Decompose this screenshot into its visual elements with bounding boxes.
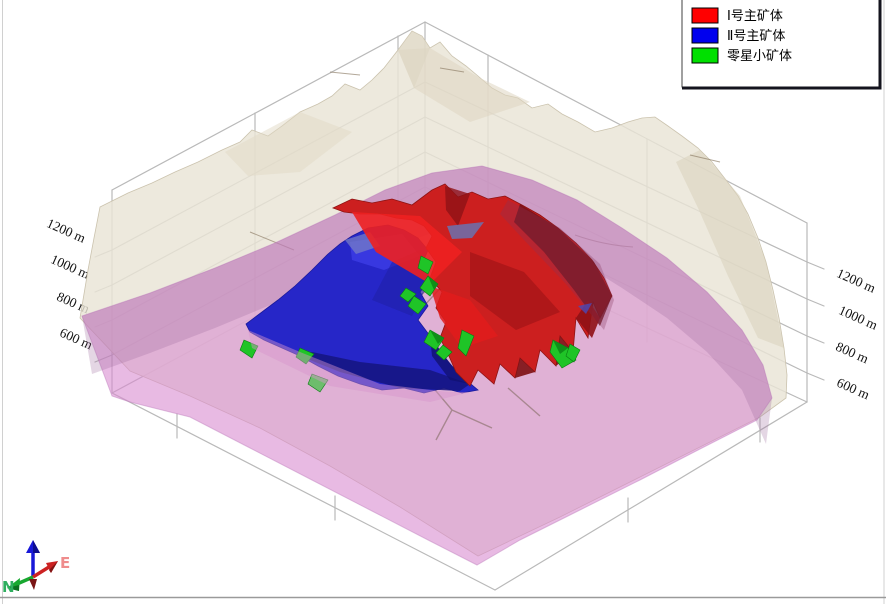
green-ore-blob [407,295,427,315]
axis-east-arrowhead-shade [49,561,58,573]
compass-north-label: N [2,578,15,596]
elevation-tick-right [806,372,825,381]
grid-bottom-front-left [111,392,496,591]
compass-east-label: E [60,554,70,572]
pink-surface-band-shade [82,166,772,444]
elevation-label-left: 1000 m [48,251,92,282]
legend-swatch-red [691,7,719,24]
legend-box: Ⅰ号主矿体 Ⅱ号主矿体 零星小矿体 [681,0,882,90]
legend-shadow-border [682,0,882,90]
axis-origin-shade [29,579,37,590]
green-ore-blob [399,287,417,303]
green-ore-shading [428,276,568,354]
legend-swatch-blue [691,27,719,44]
legend-label-green: 零星小矿体 [727,49,792,64]
grid-top-edge-right [424,21,808,224]
grid-top-edge-left [111,21,426,191]
elevation-label-right: 1200 m [834,265,878,296]
compass-axes[interactable]: N E [2,540,70,596]
axis-up-arrowhead-shade [33,540,40,553]
axis-north-arrowhead-shade [7,585,19,591]
green-ore-blob [435,344,453,361]
axis-north-shaft [16,575,34,586]
elevation-tick-right [806,298,825,307]
elevation-label-left: 1200 m [44,215,88,246]
green-ore-blob [457,329,475,357]
legend-swatch-green [691,47,719,64]
legend-label-red: Ⅰ号主矿体 [727,9,783,24]
surface-overlap-washes [248,200,614,402]
terrain-shading [225,31,784,348]
green-ore-blob [307,373,329,393]
legend-label-blue: Ⅱ号主矿体 [727,29,785,44]
elevation-label-right: 1000 m [836,302,880,333]
green-ore-blob [295,347,315,365]
ore-bodies-green[interactable] [239,255,581,393]
elevation-label-right: 600 m [835,375,873,403]
grid-bottom-front-right [494,401,808,591]
green-ore-blob [239,339,259,359]
axis-east-shaft [32,565,50,579]
elevation-label-right: 800 m [834,339,872,367]
elevation-tick-right [806,335,825,344]
elevation-tick-right [806,261,825,270]
green-ore-blob [565,343,581,363]
green-ore-blob [417,255,434,275]
